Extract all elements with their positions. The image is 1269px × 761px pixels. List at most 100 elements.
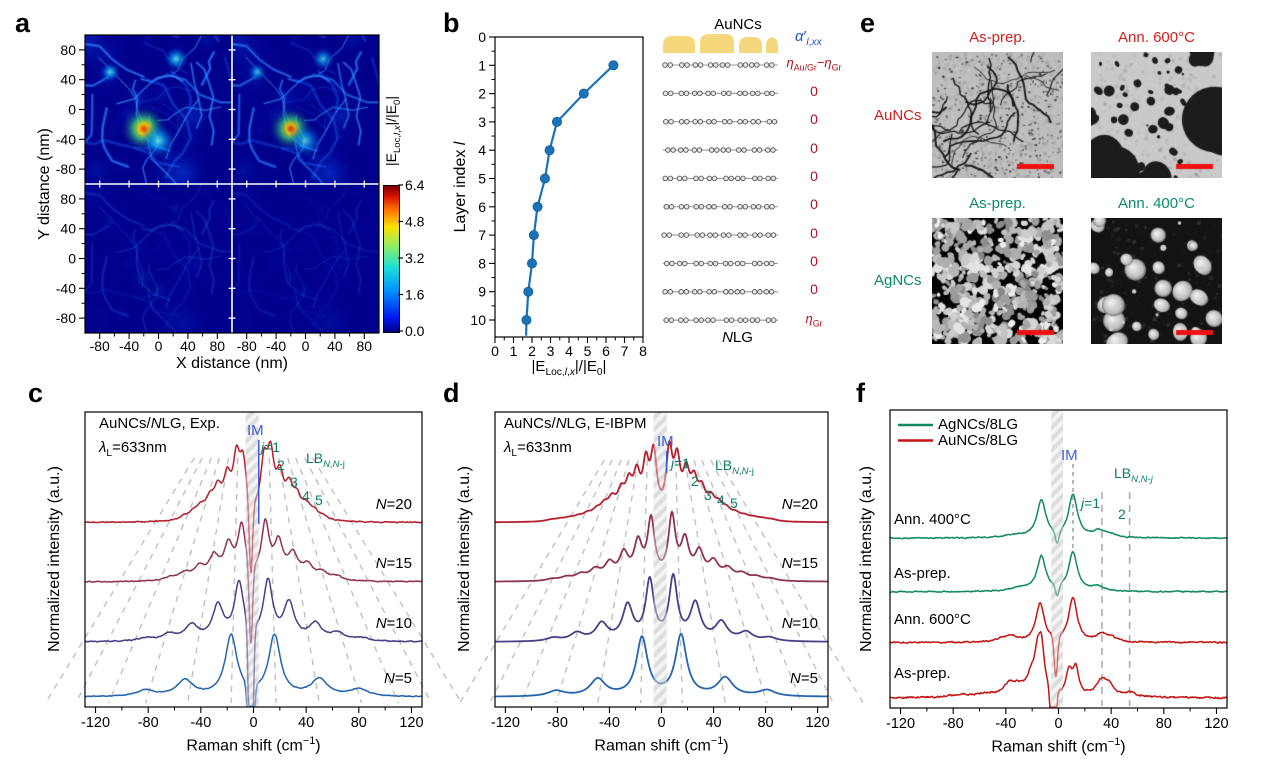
svg-text:1: 1 (478, 57, 486, 73)
f-j1-label: j=1 (1081, 495, 1101, 511)
f-im-label: IM (1061, 447, 1078, 464)
schematic-auncs-label: AuNCs (714, 16, 762, 33)
c-j5-label: 5 (315, 492, 323, 508)
svg-text:40: 40 (327, 338, 343, 354)
svg-text:-120: -120 (886, 716, 915, 732)
d-j1-label: j=1 (671, 455, 691, 471)
c-n5-label: N=5 (384, 670, 412, 687)
svg-text:80: 80 (1156, 716, 1172, 732)
c-j3-label: 3 (290, 474, 298, 490)
f-y-axis-label: Normalized intensity (a.u.) (858, 466, 875, 652)
e-title-aunc-asprep: As-prep. (969, 29, 1026, 46)
svg-text:0: 0 (657, 715, 665, 731)
svg-text:1: 1 (510, 343, 518, 359)
svg-text:-40: -40 (56, 280, 76, 296)
colorbar (383, 185, 400, 333)
e-title-agnc-annealed: Ann. 400°C (1118, 195, 1195, 212)
f-curve-label-asprep-ag: As-prep. (894, 565, 951, 582)
a-x-axis-label: X distance (nm) (175, 355, 289, 372)
svg-text:40: 40 (180, 338, 196, 354)
layer-label-8: 0 (810, 253, 818, 269)
c-j2-label: 2 (277, 457, 285, 473)
svg-text:9: 9 (478, 284, 486, 300)
b-x-axis-label: |ELoc,l,x|/|E0| (531, 358, 607, 378)
d-n15-label: N=15 (781, 555, 818, 572)
c-j1-label: j=1 (261, 439, 281, 455)
svg-text:6: 6 (602, 343, 610, 359)
f-legend-lines (898, 423, 933, 442)
layer-label-10: ηGr (805, 311, 823, 329)
d-im-label: IM (657, 433, 674, 450)
d-x-axis-label: Raman shift (cm−1) (594, 735, 729, 755)
svg-text:-80: -80 (56, 161, 76, 177)
svg-text:120: 120 (399, 715, 423, 731)
layer-label-2: 0 (810, 83, 818, 99)
layer-label-9: 0 (810, 281, 818, 297)
svg-text:3: 3 (478, 114, 486, 130)
layer-label-1: ηAu/Gr−ηGr (786, 55, 842, 73)
svg-text:80: 80 (351, 715, 367, 731)
d-y-axis-label: Normalized intensity (a.u.) (456, 466, 473, 652)
c-y-axis-label: Normalized intensity (a.u.) (46, 466, 63, 652)
svg-text:0: 0 (1054, 716, 1062, 732)
d-j4-label: 4 (717, 492, 725, 508)
svg-text:-120: -120 (491, 715, 520, 731)
svg-text:-40: -40 (266, 338, 286, 354)
d-laser-wavelength: λL=633nm (504, 439, 572, 459)
f-curve-label-asprep-au: As-prep. (894, 665, 951, 682)
svg-text:-40: -40 (995, 716, 1016, 732)
svg-text:6.4: 6.4 (405, 177, 425, 193)
panel-f-plot: -120 -80 -40 0 40 80 120 (886, 409, 1229, 732)
c-laser-wavelength: λL=633nm (99, 439, 167, 459)
d-lb-mode-label: LBN,N-j (715, 457, 754, 477)
d-n10-label: N=10 (781, 615, 818, 632)
svg-text:7: 7 (621, 343, 629, 359)
sem-agnc-annealed-image (1091, 218, 1222, 344)
d-j5-label: 5 (730, 495, 738, 511)
f-x-axis-label: Raman shift (cm−1) (991, 736, 1126, 756)
f-curve-label-ann600: Ann. 600°C (894, 611, 971, 628)
svg-text:2: 2 (478, 86, 486, 102)
alpha-polarizability-label: α′l,xx (795, 28, 822, 48)
svg-text:6: 6 (478, 199, 486, 215)
sem-aunc-annealed-image (1091, 52, 1222, 178)
colorbar-label: |ELoc,l,x|/|E0| (383, 96, 403, 166)
f-lb-mode-label: LBN,N-j (1114, 465, 1153, 485)
e-title-agnc-asprep: As-prep. (969, 195, 1026, 212)
svg-text:4: 4 (565, 343, 573, 359)
d-n5-label: N=5 (790, 670, 818, 687)
d-n20-label: N=20 (781, 496, 818, 513)
svg-text:80: 80 (210, 338, 226, 354)
d-j3-label: 3 (704, 487, 712, 503)
svg-text:-80: -80 (237, 338, 257, 354)
panel-d-plot: -120 -80 -40 0 40 80 120 (459, 411, 864, 731)
f-legend-auncs: AuNCs/8LG (938, 432, 1019, 449)
svg-text:-80: -80 (138, 715, 159, 731)
c-n10-label: N=10 (375, 615, 412, 632)
colorbar-ticks: 6.4 4.8 3.2 1.6 0.0 (398, 177, 425, 339)
svg-text:-40: -40 (119, 338, 139, 354)
svg-text:8: 8 (478, 255, 486, 271)
svg-text:0: 0 (302, 338, 310, 354)
svg-text:0: 0 (478, 29, 486, 45)
layer-label-6: 0 (810, 196, 818, 212)
svg-text:3: 3 (547, 343, 555, 359)
svg-text:0: 0 (68, 251, 76, 267)
svg-text:2: 2 (528, 343, 536, 359)
svg-text:8: 8 (639, 343, 647, 359)
panel-letter-d: d (443, 378, 460, 408)
svg-text:0: 0 (68, 102, 76, 118)
layer-label-3: 0 (810, 111, 818, 127)
svg-text:1.6: 1.6 (405, 287, 425, 303)
c-title: AuNCs/NLG, Exp. (99, 415, 220, 432)
svg-text:120: 120 (805, 715, 829, 731)
svg-text:40: 40 (705, 715, 721, 731)
svg-text:-80: -80 (943, 716, 964, 732)
c-j4-label: 4 (302, 488, 310, 504)
svg-text:7: 7 (478, 227, 486, 243)
panel-letter-f: f (856, 378, 865, 408)
c-x-axis-label: Raman shift (cm−1) (186, 735, 321, 755)
panel-letter-e: e (860, 8, 876, 38)
